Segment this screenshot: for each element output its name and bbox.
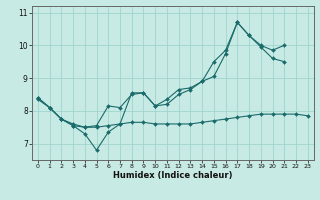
X-axis label: Humidex (Indice chaleur): Humidex (Indice chaleur) (113, 171, 233, 180)
